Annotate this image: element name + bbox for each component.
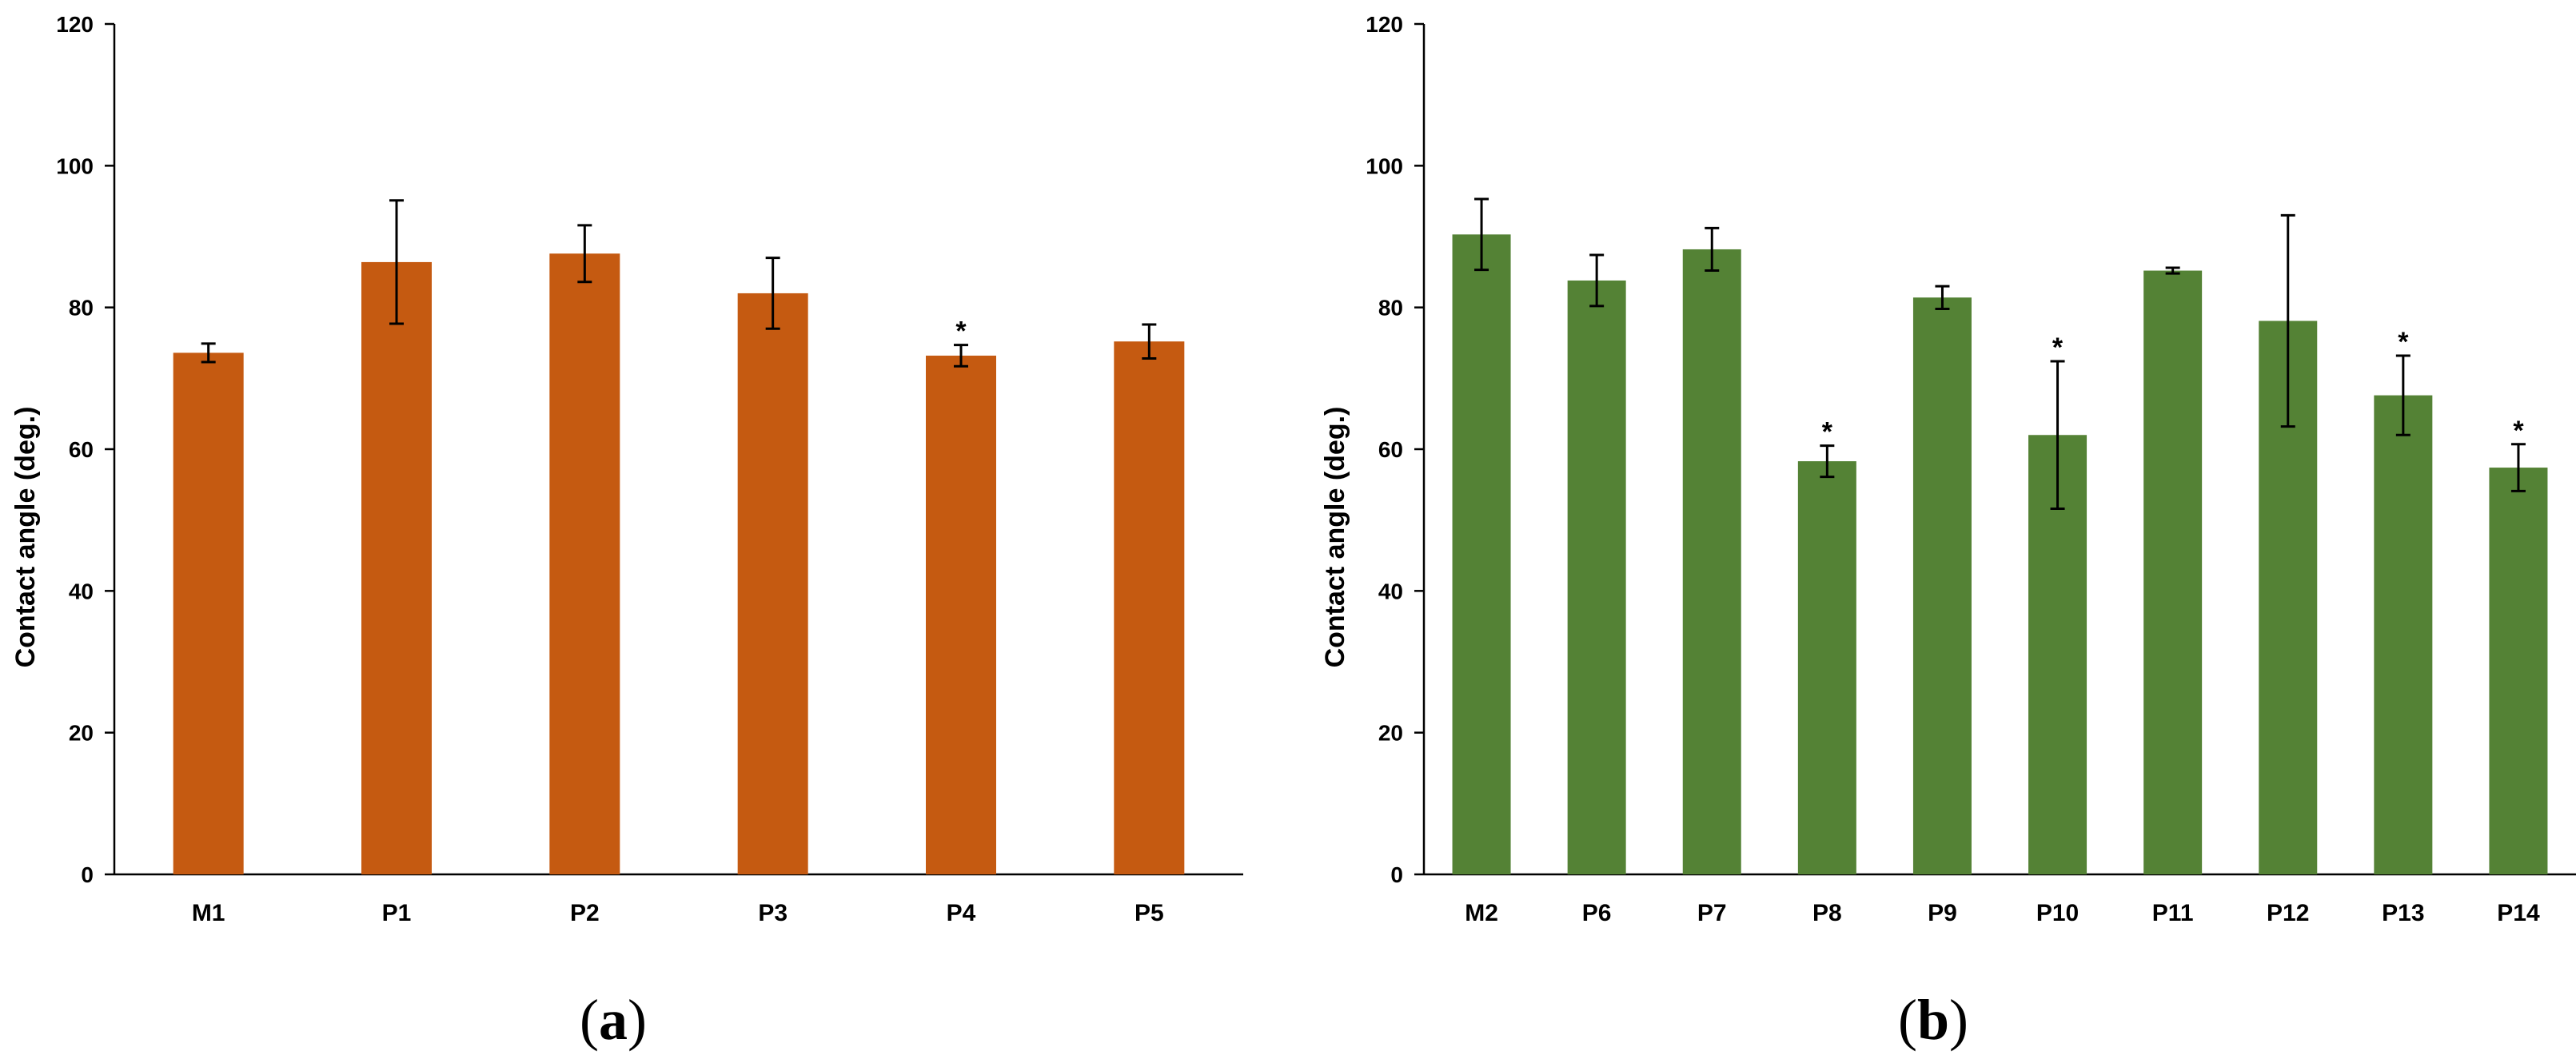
- y-tick-label: 20: [1378, 721, 1403, 746]
- y-axis-title: Contact angle (deg.): [10, 407, 41, 668]
- panel-letter: b: [1917, 988, 1949, 1052]
- y-tick-label: 0: [1390, 862, 1403, 887]
- y-tick-label: 80: [1378, 296, 1403, 320]
- panel-letter: a: [599, 988, 628, 1052]
- bar-p7: [1683, 249, 1741, 874]
- x-category-label: P11: [2152, 900, 2194, 926]
- bar-p3: [738, 293, 808, 874]
- x-category-label: M2: [1465, 900, 1498, 926]
- significance-marker: *: [1822, 417, 1833, 448]
- y-tick-label: 100: [1366, 153, 1403, 178]
- bar-m2: [1453, 234, 1511, 874]
- y-tick-label: 0: [81, 862, 94, 887]
- x-category-label: P9: [1928, 900, 1957, 926]
- x-category-label: P2: [570, 900, 600, 926]
- y-tick-label: 60: [69, 437, 94, 462]
- significance-marker: *: [955, 317, 967, 347]
- x-category-label: P4: [947, 900, 976, 926]
- x-category-label: P1: [382, 900, 412, 926]
- panel-b-chart: 0 20 40 60 80 100 120 Contact angle (deg.) M2 P6 P…: [1320, 12, 2576, 1052]
- y-axis-title: Contact angle (deg.): [1320, 407, 1350, 668]
- y-tick-label: 100: [56, 153, 94, 178]
- x-category-label: P6: [1582, 900, 1612, 926]
- panel-a-chart: 0 20 40 60 80 100 120 Contact angle (deg.) M1 P1 P…: [10, 12, 1243, 1052]
- bar-p11: [2143, 271, 2202, 874]
- significance-marker: *: [2398, 327, 2409, 357]
- y-tick-label: 120: [56, 12, 94, 37]
- bar-m1: [173, 352, 244, 874]
- x-category-label: P10: [2036, 900, 2079, 926]
- y-tick-label: 60: [1378, 437, 1403, 462]
- y-tick-label: 40: [1378, 579, 1403, 603]
- significance-marker: *: [2052, 332, 2064, 363]
- bar-p13: [2374, 396, 2432, 874]
- bar-p4: [926, 356, 996, 874]
- y-tick-label: 20: [69, 721, 94, 746]
- y-tick-label: 80: [69, 296, 94, 320]
- bar-p5: [1114, 341, 1184, 874]
- x-category-label: M1: [192, 900, 225, 926]
- panel-label: (a): [580, 988, 647, 1052]
- figure: 0 20 40 60 80 100 120 Contact angle (deg.) M1 P1 P…: [0, 0, 2576, 1063]
- y-tick-label: 40: [69, 579, 94, 603]
- bar-p1: [361, 262, 432, 874]
- bar-p14: [2489, 468, 2547, 874]
- x-category-label: P13: [2382, 900, 2424, 926]
- bar-p6: [1568, 281, 1626, 874]
- y-tick-label: 120: [1366, 12, 1403, 37]
- bar-p9: [1913, 297, 1972, 874]
- x-category-label: P14: [2497, 900, 2540, 926]
- x-category-label: P7: [1697, 900, 1727, 926]
- bar-p8: [1798, 461, 1856, 874]
- significance-marker: *: [2513, 416, 2524, 446]
- x-category-label: P12: [2267, 900, 2309, 926]
- x-category-label: P5: [1134, 900, 1164, 926]
- x-category-label: P8: [1812, 900, 1842, 926]
- bar-p2: [549, 253, 620, 874]
- panel-label: (b): [1898, 988, 1968, 1052]
- x-category-label: P3: [758, 900, 788, 926]
